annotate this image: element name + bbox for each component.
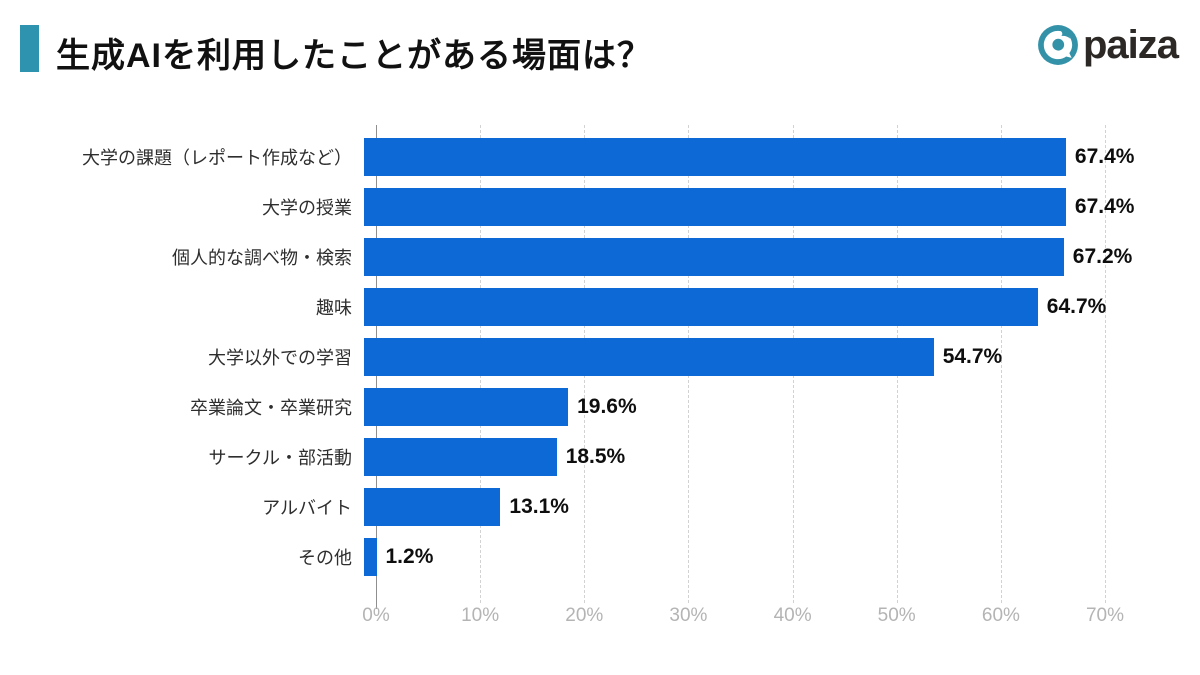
bar bbox=[364, 238, 1064, 276]
x-axis-tick-labels: 0% 10% 20% 30% 40% 50% 60% 70% bbox=[362, 605, 1124, 635]
value-label: 67.2% bbox=[1072, 245, 1133, 268]
x-tick-label: 70% bbox=[1085, 605, 1125, 626]
page-title: 生成AIを利用したことがある場面は？ bbox=[56, 37, 652, 75]
bar bbox=[364, 488, 501, 526]
bar-track: 64.7% bbox=[364, 288, 1200, 326]
x-tick-label: 0% bbox=[362, 605, 390, 626]
bar-row: サークル・部活動 18.5% bbox=[0, 432, 1200, 482]
chart-rows: 大学の課題（レポート作成など） 67.4% 大学の授業 67.4% 個人的な調べ物・検索… bbox=[0, 132, 1200, 582]
bar bbox=[364, 338, 934, 376]
value-label: 64.7% bbox=[1046, 295, 1107, 318]
bar-track: 67.4% bbox=[364, 188, 1200, 226]
bar-row: 個人的な調べ物・検索 67.2% bbox=[0, 232, 1200, 282]
x-tick-label: 60% bbox=[981, 605, 1020, 626]
bar-row: 大学の課題（レポート作成など） 67.4% bbox=[0, 132, 1200, 182]
gridline bbox=[1000, 125, 1002, 603]
value-label: 1.2% bbox=[385, 545, 434, 568]
bar-track: 19.6% bbox=[364, 388, 1200, 426]
value-label: 13.1% bbox=[509, 495, 569, 518]
paiza-logo: paiza bbox=[1037, 23, 1179, 67]
bar bbox=[364, 188, 1066, 226]
header: 生成AIを利用したことがある場面は？ paiza bbox=[0, 0, 1200, 100]
x-tick-label: 10% bbox=[461, 605, 500, 626]
category-label: 大学の授業 bbox=[262, 198, 352, 218]
paiza-logo-icon bbox=[1038, 25, 1078, 65]
category-label: その他 bbox=[298, 548, 352, 568]
bar bbox=[364, 138, 1066, 176]
x-tick-label: 50% bbox=[877, 605, 916, 626]
bar bbox=[364, 388, 569, 426]
bar-track: 54.7% bbox=[364, 338, 1200, 376]
category-label: アルバイト bbox=[262, 498, 352, 518]
value-label: 19.6% bbox=[577, 395, 637, 418]
title-accent-bar bbox=[20, 25, 39, 72]
bar-track: 1.2% bbox=[364, 538, 1200, 576]
category-label: 個人的な調べ物・検索 bbox=[172, 248, 352, 268]
bar bbox=[364, 538, 377, 576]
bar-row: 趣味 64.7% bbox=[0, 282, 1200, 332]
gridline bbox=[1105, 125, 1106, 603]
bar-track: 67.4% bbox=[364, 138, 1200, 176]
bar bbox=[364, 288, 1038, 326]
bar-row: アルバイト 13.1% bbox=[0, 482, 1200, 532]
bar-row: 大学以外での学習 54.7% bbox=[0, 332, 1200, 382]
category-label: 大学の課題（レポート作成など） bbox=[82, 148, 352, 168]
bar-row: 大学の授業 67.4% bbox=[0, 182, 1200, 232]
x-tick-label: 40% bbox=[773, 605, 812, 626]
x-tick-label: 30% bbox=[669, 605, 708, 626]
bar-track: 13.1% bbox=[364, 488, 1200, 526]
category-label: サークル・部活動 bbox=[208, 448, 352, 468]
bar bbox=[364, 438, 557, 476]
value-label: 67.4% bbox=[1074, 195, 1135, 218]
x-tick-label: 20% bbox=[565, 605, 604, 626]
category-label: 趣味 bbox=[316, 298, 352, 318]
bar-row: その他 1.2% bbox=[0, 532, 1200, 582]
value-label: 54.7% bbox=[942, 345, 1003, 368]
category-label: 卒業論文・卒業研究 bbox=[190, 398, 352, 418]
bar-track: 67.2% bbox=[364, 238, 1200, 276]
value-label: 18.5% bbox=[565, 445, 626, 468]
value-label: 67.4% bbox=[1074, 145, 1135, 168]
paiza-logo-text: paiza bbox=[1082, 23, 1179, 67]
category-label: 大学以外での学習 bbox=[208, 348, 352, 368]
bar-row: 卒業論文・卒業研究 19.6% bbox=[0, 382, 1200, 432]
bar-track: 18.5% bbox=[364, 438, 1200, 476]
